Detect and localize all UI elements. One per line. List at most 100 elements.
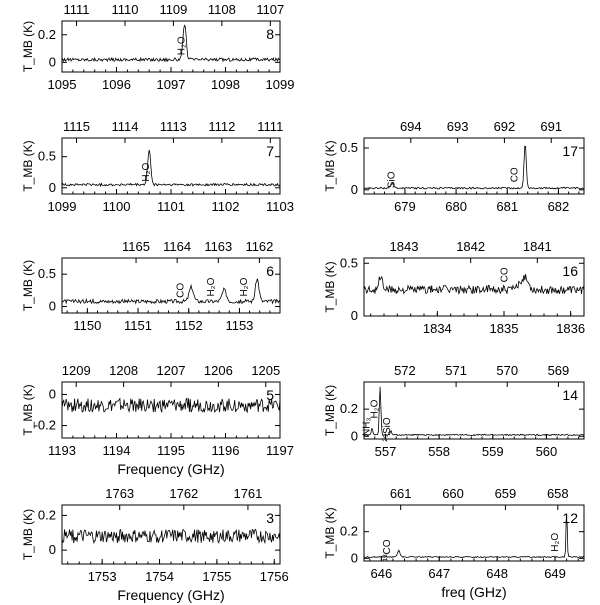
top-tick-label: 1111 [64, 2, 90, 17]
y-axis-label: T_MB (K) [323, 507, 337, 558]
top-tick-label: 691 [540, 119, 562, 134]
x-tick-label: 1195 [157, 443, 185, 458]
top-tick-label: 571 [445, 363, 467, 378]
spectrum-line [363, 145, 585, 190]
y-tick-label: 0 [351, 550, 358, 565]
y-tick-label: 0 [49, 54, 56, 69]
x-tick-label: 679 [394, 199, 416, 214]
spectrum-line [61, 149, 281, 188]
x-tick-label: 1754 [145, 569, 174, 584]
x-tick-label: 1098 [211, 77, 240, 92]
top-tick-label: 659 [495, 486, 517, 501]
x-tick-label: 1096 [102, 77, 131, 92]
x-axis-label: Frequency (GHz) [117, 461, 224, 477]
x-tick-label: 1103 [266, 199, 294, 214]
top-tick-label: 693 [447, 119, 469, 134]
line-annotation: H₂O [177, 36, 188, 55]
top-tick-label: 1112 [208, 119, 235, 134]
line-annotation: ²⁹SiO [382, 417, 393, 442]
spectrum-line [61, 24, 281, 63]
top-tick-label: 694 [400, 119, 422, 134]
plot-frame [61, 257, 281, 314]
x-tick-label: 1194 [103, 443, 131, 458]
y-axis-label: T_MB (K) [21, 260, 35, 311]
top-tick-label: 1205 [251, 363, 280, 378]
top-tick-label: 1114 [111, 119, 138, 134]
plot-frame [61, 504, 281, 565]
line-annotation: H₂O [550, 533, 561, 552]
x-tick-label: 1196 [212, 443, 240, 458]
x-tick-label: 682 [548, 199, 570, 214]
y-tick-label: 0 [351, 308, 358, 323]
spectrum-panel-17: 679 680 681 682 694 693 692 691 0 0.5T_MB (K) 17 Si… [323, 119, 585, 214]
top-tick-label: 1206 [204, 363, 233, 378]
spectrum-panel-6: 1150 1151 1152 1153 1165 1164 1163 1162 0 0.5T_MB… [21, 239, 281, 333]
spectrum-line [61, 397, 281, 414]
top-tick-label: 1842 [456, 239, 485, 254]
top-tick-label: 1164 [163, 239, 191, 254]
x-tick-label: 681 [496, 199, 518, 214]
x-axis-label: Frequency (GHz) [117, 587, 224, 603]
band-number: 14 [562, 387, 578, 403]
plot-frame [363, 381, 585, 440]
x-tick-label: 1150 [73, 318, 101, 333]
band-number: 5 [266, 387, 274, 403]
plot-frame [61, 20, 281, 73]
top-tick-label: 1163 [204, 239, 232, 254]
x-tick-label: 646 [371, 566, 393, 581]
y-axis-label: T_MB (K) [21, 384, 35, 435]
top-tick-label: 661 [390, 486, 412, 501]
y-tick-label: 0.5 [340, 140, 358, 155]
x-tick-label: 1101 [157, 199, 185, 214]
y-tick-label: 0.2 [38, 27, 56, 42]
spectrum-panel-5: 1193 1194 1195 1196 1197 1209 1208 1207 1206 1205… [21, 363, 294, 477]
spectrum-panel-8: 1095 1096 1097 1098 1099 1111 1110 1109 1108 1107… [21, 2, 294, 92]
band-number: 16 [562, 263, 578, 279]
top-tick-label: 569 [548, 363, 570, 378]
top-tick-label: 1762 [169, 486, 198, 501]
x-tick-label: 558 [428, 444, 450, 459]
line-annotation: SiO [387, 171, 398, 188]
x-tick-label: 647 [428, 566, 450, 581]
x-tick-label: 1097 [157, 77, 186, 92]
spectrum-line [61, 278, 281, 305]
x-tick-label: 1835 [490, 321, 519, 336]
x-tick-label: 559 [482, 444, 504, 459]
x-tick-label: 1836 [556, 321, 585, 336]
x-tick-label: 1756 [260, 569, 289, 584]
x-tick-label: 1755 [202, 569, 231, 584]
y-tick-label: 0.5 [38, 149, 56, 164]
line-annotation: CO [499, 267, 510, 282]
line-annotation: CO [176, 283, 187, 298]
top-tick-label: 1162 [245, 239, 273, 254]
y-tick-label: 0 [351, 182, 358, 197]
top-tick-label: 1115 [63, 119, 90, 134]
top-tick-label: 1107 [256, 2, 284, 17]
y-tick-label: 0.2 [38, 507, 56, 522]
top-tick-label: 692 [494, 119, 516, 134]
x-tick-label: 1152 [175, 318, 203, 333]
line-annotation: CO [510, 167, 521, 182]
top-tick-label: 1207 [157, 363, 186, 378]
top-tick-label: 1110 [111, 2, 138, 17]
top-tick-label: 1111 [257, 119, 283, 134]
x-tick-label: 1102 [212, 199, 240, 214]
top-tick-label: 1108 [208, 2, 236, 17]
x-tick-label: 1753 [88, 569, 117, 584]
x-tick-label: 680 [445, 199, 467, 214]
spectrum-panel-12: 646 647 648 649 661 660 659 658 0 0.2T_MB (K) 12 ¹³… [323, 486, 585, 600]
y-tick-label: 0 [49, 180, 56, 195]
y-tick-label: 0 [49, 542, 56, 557]
y-tick-label: 0.2 [340, 401, 358, 416]
y-tick-label: 0 [49, 386, 56, 401]
line-annotation: H₂O [369, 399, 380, 418]
plot-frame [363, 257, 585, 317]
y-axis-label: T_MB (K) [21, 509, 35, 560]
y-tick-label: -0.2 [34, 418, 56, 433]
top-tick-label: 1841 [523, 239, 552, 254]
top-tick-label: 1761 [233, 486, 262, 501]
spectrum-panel-7: 1099 1100 1101 1102 1103 1115 1114 1113 1112 1111… [21, 119, 294, 214]
y-tick-label: 0.2 [340, 524, 358, 539]
x-tick-label: 1095 [48, 77, 77, 92]
